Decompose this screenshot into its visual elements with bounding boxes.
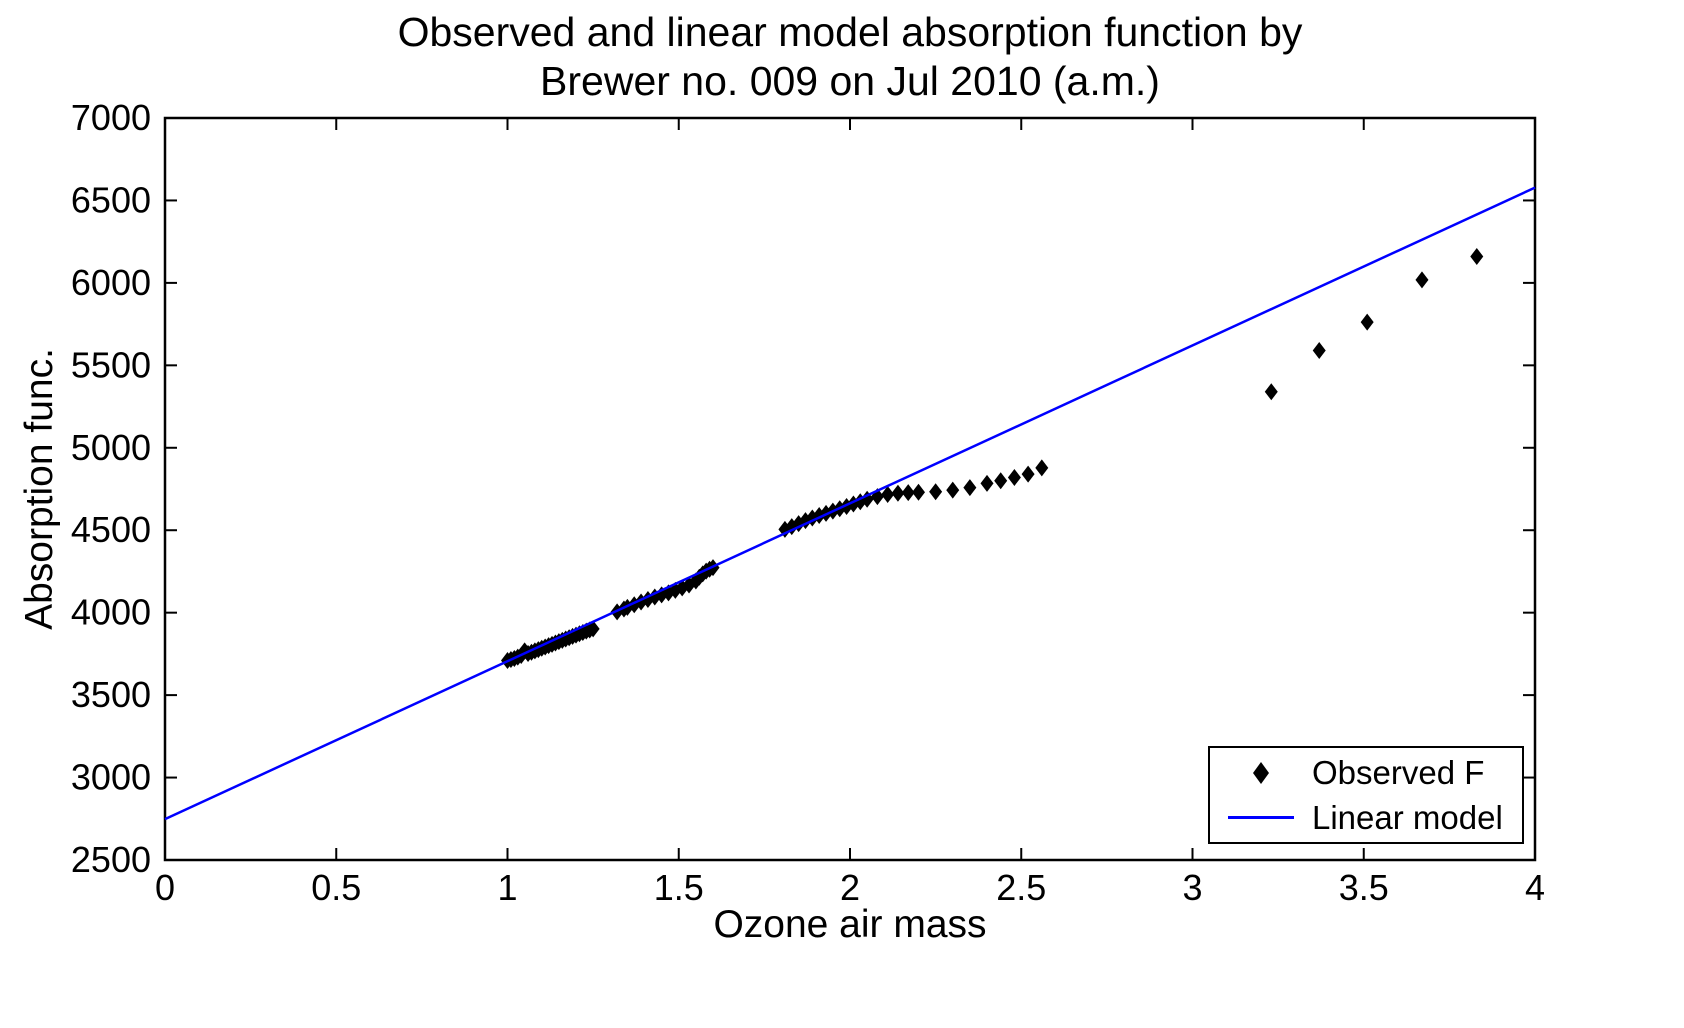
observed-point — [1264, 383, 1278, 401]
observed-point — [1470, 248, 1484, 266]
y-tick-label: 4500 — [71, 509, 151, 550]
legend-label-linear: Linear model — [1312, 798, 1503, 836]
y-tick-label: 7000 — [71, 97, 151, 138]
x-tick-label: 1 — [497, 867, 517, 908]
legend: Observed F Linear model — [1208, 746, 1524, 844]
x-tick-label: 2 — [840, 867, 860, 908]
chart-title-line1: Observed and linear model absorption fun… — [397, 9, 1303, 55]
y-tick-label: 3500 — [71, 674, 151, 715]
y-tick-label: 3000 — [71, 757, 151, 798]
x-tick-label: 0 — [155, 867, 175, 908]
observed-point — [929, 483, 943, 501]
x-axis-label: Ozone air mass — [713, 903, 987, 946]
observed-point — [1007, 468, 1021, 486]
observed-point — [912, 483, 925, 501]
legend-label-observed: Observed F — [1312, 753, 1485, 791]
observed-point — [963, 479, 977, 497]
observed-point — [980, 474, 994, 492]
observed-point — [1021, 465, 1035, 483]
y-tick-label: 4000 — [71, 592, 151, 633]
line-sample-icon — [1210, 816, 1312, 819]
y-axis-label: Absorption func. — [18, 348, 61, 630]
x-tick-label: 4 — [1525, 867, 1545, 908]
observed-point — [901, 484, 915, 502]
x-tick-label: 2.5 — [996, 867, 1046, 908]
observed-point — [1312, 341, 1326, 359]
observed-point — [891, 484, 905, 502]
observed-point — [1415, 271, 1429, 289]
legend-entry-linear: Linear model — [1210, 795, 1522, 840]
x-tick-label: 3.5 — [1339, 867, 1389, 908]
chart-title: Observed and linear model absorption fun… — [157, 8, 1543, 106]
y-tick-label: 6500 — [71, 179, 151, 220]
x-tick-label: 1.5 — [654, 867, 704, 908]
observed-point — [1035, 459, 1049, 477]
observed-point — [1360, 313, 1374, 331]
legend-entry-observed: Observed F — [1210, 750, 1522, 795]
observed-point — [994, 472, 1008, 490]
observed-point — [946, 481, 960, 499]
linear-model-line — [164, 186, 1536, 821]
y-tick-label: 6000 — [71, 262, 151, 303]
chart-title-line2: Brewer no. 009 on Jul 2010 (a.m.) — [540, 58, 1160, 105]
x-tick-label: 3 — [1182, 867, 1202, 908]
y-tick-label: 5500 — [71, 344, 151, 385]
y-tick-label: 5000 — [71, 427, 151, 468]
x-tick-label: 0.5 — [311, 867, 361, 908]
y-tick-label: 2500 — [71, 839, 151, 880]
observed-point — [881, 485, 895, 503]
diamond-marker-icon — [1210, 759, 1312, 787]
